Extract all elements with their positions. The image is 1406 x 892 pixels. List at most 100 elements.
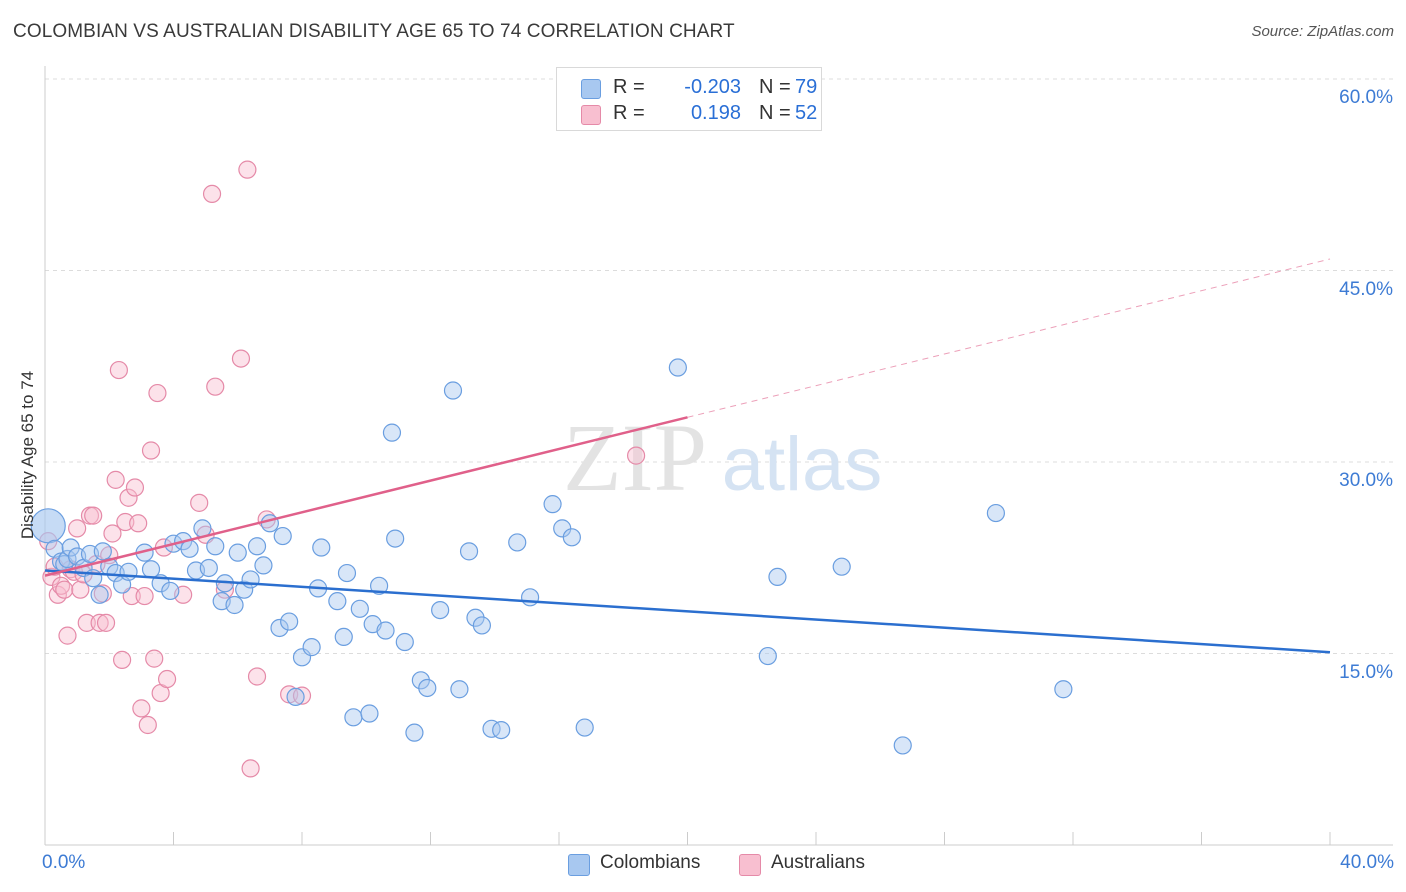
legend-swatch-colombians [568,854,590,876]
colombians-point [286,687,305,707]
trend-lines [44,258,1331,654]
colombians-point [405,723,424,742]
colombians-point [337,563,357,583]
australians-point [238,160,257,179]
australians-point [129,514,148,533]
colombians-point [350,599,369,618]
australians-point [135,586,154,606]
australians-point [148,383,167,403]
watermark-atlas: atlas [722,422,883,507]
legend-r-label: R = [613,76,645,98]
australians-point [247,667,267,686]
stats-legend: R = -0.203 N = 79 R = 0.198 N = 52 [556,67,822,131]
colombians-point [254,556,273,575]
chart-title: COLOMBIAN VS AUSTRALIAN DISABILITY AGE 6… [13,21,735,42]
legend-label-australians: Australians [771,852,865,873]
colombians-point [328,592,347,611]
legend-n-label: N = [759,76,791,98]
australians-point [109,360,128,380]
y-tick-label: 15.0% [1339,661,1393,683]
australians-trend-line [44,416,688,577]
legend-swatch-australians [581,105,601,125]
australians-point [103,524,122,543]
australians-point [292,686,312,705]
australians-point [141,441,161,460]
colombians-point [334,627,353,647]
australians-point [119,488,138,507]
colombians-point [61,538,80,557]
colombians-trend-line [44,569,1331,654]
colombians-point [575,718,594,737]
colombians-point [344,708,363,727]
y-tick-label: 60.0% [1339,87,1393,108]
watermark-zip: ZIP [563,404,707,511]
colombians-point [492,720,511,740]
colombians-point [270,618,289,638]
colombians-point [199,558,218,578]
colombians-point [1054,680,1073,699]
legend-swatch-colombians [581,79,601,99]
colombians-point [90,585,109,604]
colombians-point [370,576,389,595]
australians-point [125,478,145,497]
australians-point [145,649,164,668]
australians-points [39,160,646,778]
colombians-point [312,538,331,557]
legend-swatch-australians [739,854,761,876]
australians-point [241,759,260,778]
colombians-point [443,381,463,400]
y-axis-label: Disability Age 65 to 74 [18,370,37,540]
colombians-point [225,595,244,615]
australians-point [90,613,109,632]
colombians-point [360,704,379,723]
source-label: Source: ZipAtlas.com [1251,23,1394,40]
colombians-point [247,537,267,556]
colombians-point [450,680,469,699]
colombians-point [382,423,402,442]
colombians-point [986,503,1006,523]
colombians-point [832,557,851,576]
grid-lines [45,78,1393,654]
y-tick-label: 45.0% [1339,278,1393,300]
colombians-point [459,542,479,561]
colombians-point [508,533,527,552]
colombians-points [30,358,1073,755]
australians-point [71,580,90,599]
colombians-point [376,621,395,640]
watermark: ZIP atlas [563,404,882,511]
colombians-point [482,719,501,738]
australians-point [96,613,116,632]
colombians-point [562,528,581,547]
colombians-point [161,581,180,601]
colombians-point [302,638,321,657]
colombians-point [206,537,225,556]
legend-r-label: R = [613,102,645,124]
australians-point [157,669,177,689]
colombians-point [431,600,450,620]
legend-n-value: 79 [795,76,818,98]
australians-point [202,184,222,203]
australians-point [68,519,87,538]
australians-point [84,506,103,525]
australians-point [112,650,132,669]
australians-point [231,349,251,368]
australians-point [206,377,225,396]
colombians-point [520,588,540,607]
x-tick-label: 0.0% [42,852,86,873]
australians-point [106,470,125,489]
australians-point [132,699,151,718]
colombians-point [260,514,279,533]
colombians-point [418,678,437,698]
colombians-point [180,539,199,558]
australians-point [77,613,96,632]
colombians-point [119,562,138,581]
x-tick-label: 40.0% [1340,852,1394,873]
australians-trend-extension [687,258,1331,418]
colombians-point [768,567,787,587]
colombians-point [395,632,414,652]
colombians-point [93,542,112,561]
colombians-point [668,358,687,377]
australians-point [58,626,77,645]
australians-point [626,446,646,465]
